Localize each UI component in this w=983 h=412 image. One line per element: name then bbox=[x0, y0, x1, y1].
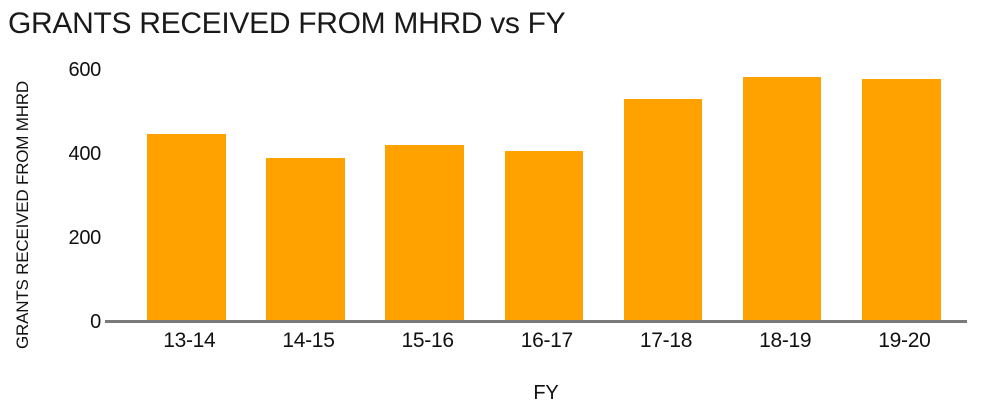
y-tick-label: 400 bbox=[68, 142, 102, 165]
bar-16-17 bbox=[504, 151, 584, 323]
y-tick-label: 600 bbox=[68, 59, 102, 81]
x-tick-label: 17-18 bbox=[639, 329, 693, 352]
bar-18-19 bbox=[742, 77, 822, 323]
x-tick-label: 14-15 bbox=[282, 329, 335, 352]
bar-19-20 bbox=[862, 79, 941, 323]
bar-15-16 bbox=[385, 145, 464, 323]
bar-13-14 bbox=[147, 134, 226, 323]
x-tick-label: 15-16 bbox=[401, 329, 455, 352]
x-tick-label: 13-14 bbox=[163, 329, 216, 352]
bar-14-15 bbox=[266, 157, 345, 323]
x-tick-label: 19-20 bbox=[878, 329, 931, 352]
bar-17-18 bbox=[623, 99, 703, 323]
x-tick-label: 18-19 bbox=[759, 329, 812, 352]
x-axis-line bbox=[105, 320, 967, 323]
y-tick-label: 0 bbox=[90, 310, 101, 333]
x-axis-title: FY bbox=[533, 382, 559, 404]
chart-title: GRANTS RECEIVED FROM MHRD vs FY bbox=[8, 7, 566, 40]
x-tick-label: 16-17 bbox=[520, 329, 574, 352]
y-tick-label: 200 bbox=[68, 226, 102, 249]
